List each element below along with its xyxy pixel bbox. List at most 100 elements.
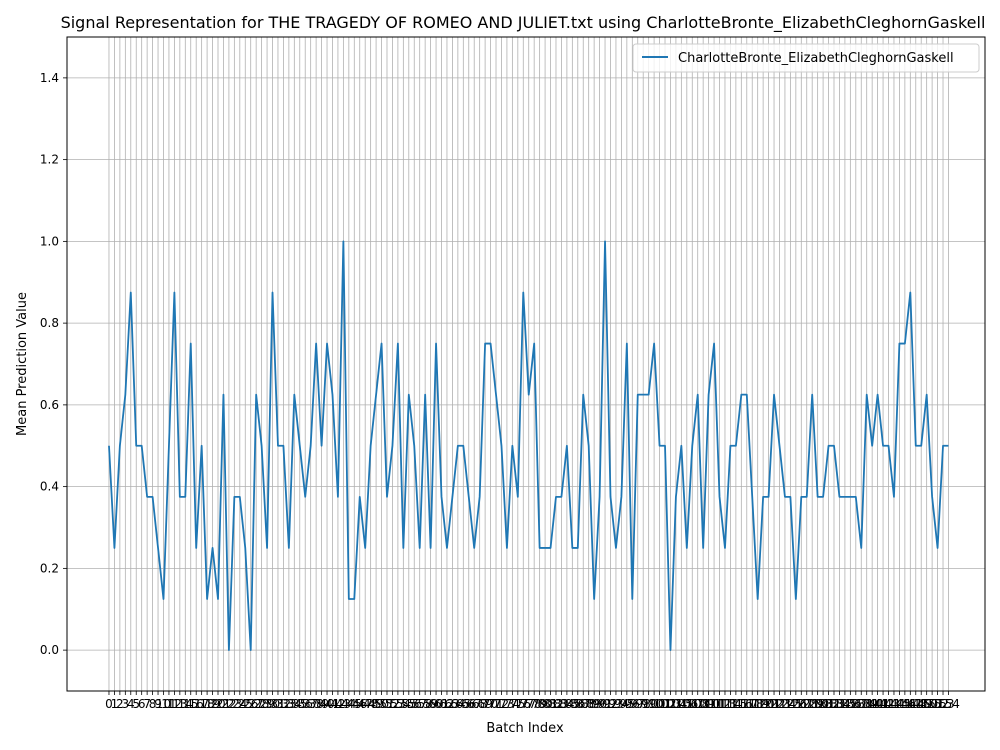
x-tick-label: 143 [877, 697, 900, 711]
x-tick-label: 66 [461, 697, 476, 711]
x-tick-label: 92 [603, 697, 618, 711]
legend-label: CharlotteBronte_ElizabethCleghornGaskell [678, 51, 954, 66]
x-tick-label: 122 [763, 697, 786, 711]
x-tick-label: 34 [287, 697, 302, 711]
x-tick-label: 93 [608, 697, 623, 711]
x-tick-label: 131 [812, 697, 835, 711]
x-tick-label: 142 [872, 697, 895, 711]
x-tick-label: 28 [254, 697, 269, 711]
x-tick-label: 90 [592, 697, 607, 711]
x-tick-label: 83 [554, 697, 569, 711]
x-tick-label: 69 [477, 697, 492, 711]
x-tick-label: 87 [576, 697, 591, 711]
x-tick-label: 130 [806, 697, 829, 711]
x-tick-label: 41 [325, 697, 340, 711]
x-tick-label: 110 [697, 697, 720, 711]
x-tick-label: 23 [227, 697, 242, 711]
x-tick-label: 120 [752, 697, 775, 711]
x-tick-label: 116 [730, 697, 753, 711]
x-tick-label: 78 [527, 697, 542, 711]
x-tick-label: 0 [105, 697, 113, 711]
x-tick-label: 54 [396, 697, 411, 711]
x-tick-label: 24 [232, 697, 247, 711]
x-tick-label: 13 [172, 697, 187, 711]
x-tick-label: 133 [823, 697, 846, 711]
y-tick-label: 1.0 [40, 234, 59, 248]
x-tick-label: 27 [249, 697, 264, 711]
x-tick-label: 62 [439, 697, 454, 711]
x-tick-label: 53 [390, 697, 405, 711]
x-tick-label: 152 [926, 697, 949, 711]
x-tick-label: 2 [116, 697, 124, 711]
x-tick-label: 35 [292, 697, 307, 711]
x-tick-label: 144 [883, 697, 906, 711]
x-tick-label: 20 [210, 697, 225, 711]
x-tick-label: 64 [450, 697, 465, 711]
x-tick-label: 45 [347, 697, 362, 711]
x-tick-label: 68 [472, 697, 487, 711]
x-tick-label: 141 [866, 697, 889, 711]
x-tick-label: 29 [259, 697, 274, 711]
x-tick-label: 127 [790, 697, 813, 711]
x-tick-label: 117 [735, 697, 758, 711]
x-tick-label: 97 [630, 697, 645, 711]
x-tick-label: 113 [714, 697, 737, 711]
x-tick-label: 72 [494, 697, 509, 711]
x-tick-label: 81 [543, 697, 558, 711]
x-tick-label: 21 [216, 697, 231, 711]
chart-title: Signal Representation for THE TRAGEDY OF… [61, 13, 986, 33]
x-tick-label: 4 [127, 697, 135, 711]
x-tick-label: 96 [625, 697, 640, 711]
x-tick-label: 52 [385, 697, 400, 711]
x-tick-label: 112 [708, 697, 731, 711]
x-tick-label: 124 [773, 697, 796, 711]
y-axis-ticks: 0.0 0.2 0.4 0.6 0.8 1.0 1.2 1.4 [40, 71, 67, 657]
x-tick-label: 9 [154, 697, 162, 711]
x-tick-label: 63 [445, 697, 460, 711]
x-tick-label: 147 [899, 697, 922, 711]
y-tick-label: 0.6 [40, 398, 59, 412]
x-tick-label: 128 [795, 697, 818, 711]
x-tick-label: 31 [270, 697, 285, 711]
x-tick-label: 48 [363, 697, 378, 711]
x-tick-label: 15 [183, 697, 198, 711]
x-tick-label: 8 [149, 697, 157, 711]
x-tick-label: 119 [746, 697, 769, 711]
x-tick-label: 71 [488, 697, 503, 711]
x-tick-label: 40 [319, 697, 334, 711]
x-tick-label: 95 [619, 697, 634, 711]
x-tick-label: 140 [861, 697, 884, 711]
x-tick-label: 138 [850, 697, 873, 711]
x-tick-label: 91 [597, 697, 612, 711]
x-tick-label: 60 [428, 697, 443, 711]
x-tick-label: 101 [648, 697, 671, 711]
x-tick-label: 56 [407, 697, 422, 711]
x-tick-label: 105 [670, 697, 693, 711]
legend: CharlotteBronte_ElizabethCleghornGaskell [632, 43, 980, 73]
x-tick-label: 25 [238, 697, 253, 711]
x-tick-label: 44 [341, 697, 356, 711]
x-tick-label: 98 [636, 697, 651, 711]
plot-frame [66, 36, 986, 692]
x-tick-label: 6 [138, 697, 146, 711]
series-line [108, 240, 949, 652]
x-tick-label: 33 [281, 697, 296, 711]
x-tick-label: 121 [757, 697, 780, 711]
x-tick-label: 132 [817, 697, 840, 711]
x-tick-label: 16 [189, 697, 204, 711]
x-tick-label: 38 [308, 697, 323, 711]
x-tick-label: 148 [904, 697, 927, 711]
legend-box [632, 43, 980, 73]
x-tick-label: 22 [221, 697, 236, 711]
x-tick-label: 32 [276, 697, 291, 711]
x-tick-label: 58 [418, 697, 433, 711]
x-tick-label: 145 [888, 697, 911, 711]
x-tick-label: 49 [368, 697, 383, 711]
x-tick-label: 46 [352, 697, 367, 711]
x-tick-label: 136 [839, 697, 862, 711]
x-tick-label: 88 [581, 697, 596, 711]
x-tick-label: 11 [161, 697, 176, 711]
x-gridlines [108, 37, 949, 691]
y-tick-label: 1.4 [40, 71, 59, 85]
